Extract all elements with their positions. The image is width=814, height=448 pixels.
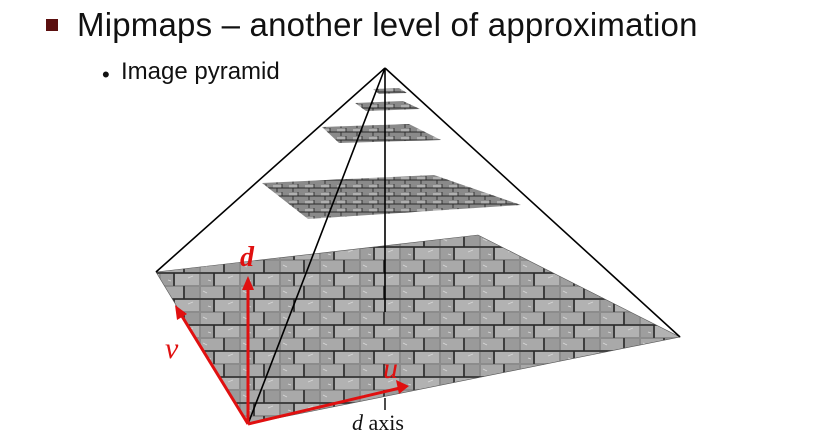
d-axis-caption-word: axis <box>368 410 404 435</box>
mipmap-level-4 <box>373 88 407 94</box>
d-axis-caption: d axis <box>352 410 404 436</box>
axis-v-label: v <box>165 332 179 365</box>
mipmap-level-1 <box>262 175 521 219</box>
axis-d-label: d <box>240 242 254 273</box>
round-bullet-icon: • <box>102 62 110 87</box>
mipmap-level-0 <box>155 234 681 425</box>
slide-title: Mipmaps – another level of approximation <box>77 6 698 43</box>
sub-bullet-text: Image pyramid <box>121 58 280 85</box>
axis-u-label: u <box>383 352 398 385</box>
d-axis-caption-var: d <box>352 410 363 435</box>
pyramid-edges <box>155 67 681 425</box>
mipmap-level-2 <box>322 124 441 143</box>
mipmap-level-3 <box>355 101 420 111</box>
square-bullet-icon <box>46 19 58 31</box>
uvd-axes <box>175 276 409 426</box>
